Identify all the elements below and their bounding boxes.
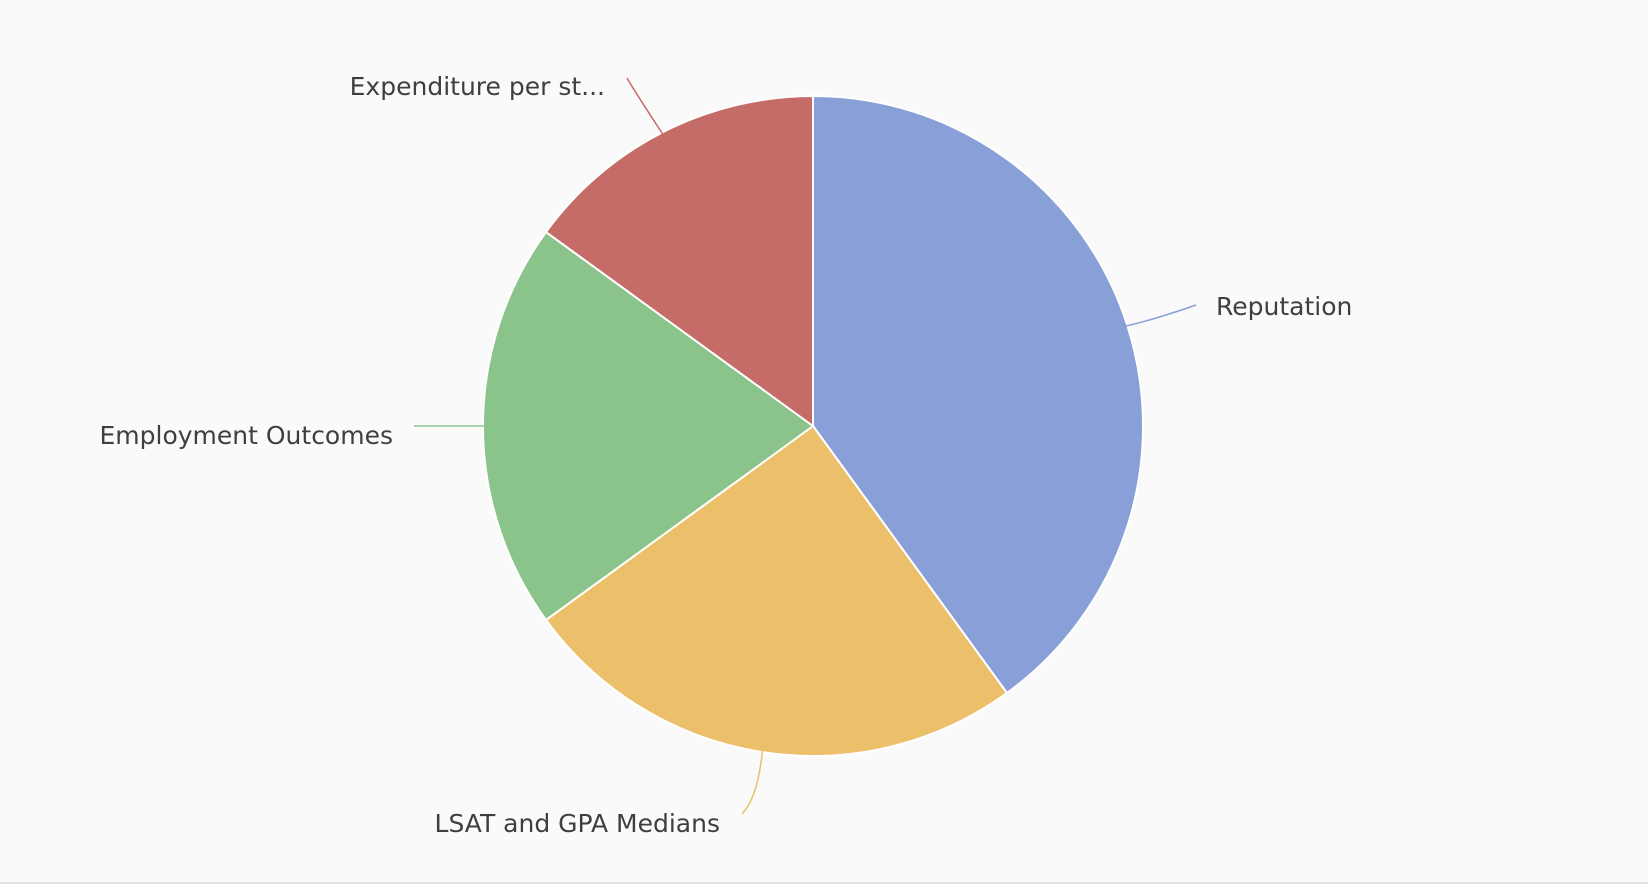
pie-slice-reputation[interactable] (812, 95, 1144, 694)
pie-slice-expenditure-per-st[interactable] (545, 95, 814, 427)
pie-slice-lsat-and-gpa-medians[interactable] (545, 425, 1008, 758)
slice-label: LSAT and GPA Medians (435, 809, 720, 838)
leader-line-2 (741, 738, 765, 815)
pie-leader-lines (414, 77, 1197, 815)
slice-label: Reputation (1216, 292, 1352, 321)
pie-slices (481, 95, 1144, 758)
leader-line-4 (626, 77, 671, 145)
pie-labels: Reputation LSAT and GPA Medians Employment… (99, 72, 1352, 838)
slice-label: Employment Outcomes (99, 421, 393, 450)
slice-label: Expenditure per st... (350, 72, 605, 101)
leader-line-1 (1113, 304, 1197, 330)
